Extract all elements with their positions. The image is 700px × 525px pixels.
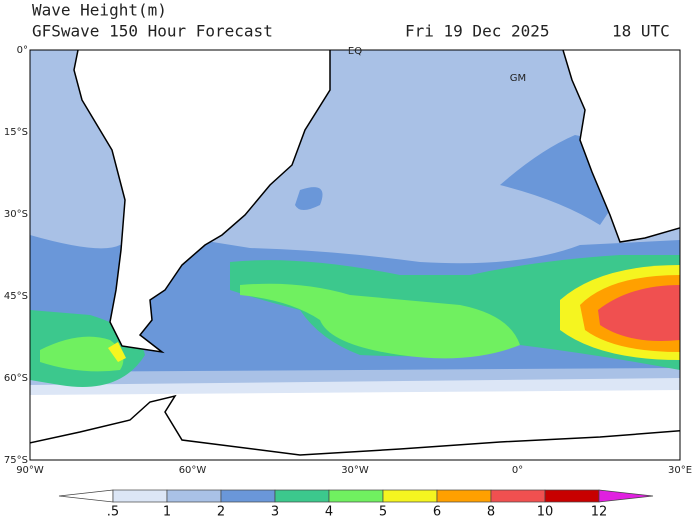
colorbar-cell bbox=[328, 489, 384, 503]
time: 18 UTC bbox=[612, 22, 670, 41]
wave-zone bbox=[295, 135, 610, 225]
colorbar-cell bbox=[490, 489, 546, 503]
colorbar-label: 10 bbox=[537, 505, 554, 520]
subtitle: GFSwave 150 Hour Forecast bbox=[32, 22, 273, 41]
lat-label: 60°S bbox=[4, 373, 28, 384]
colorbar-label: 3 bbox=[271, 505, 279, 520]
land bbox=[30, 394, 680, 460]
map-frame bbox=[29, 49, 681, 461]
colorbar-label: 1 bbox=[163, 505, 171, 520]
wave-zone bbox=[108, 342, 126, 362]
wave-zone bbox=[240, 283, 520, 359]
colorbar-cell bbox=[544, 489, 600, 503]
lon-label: 30°E bbox=[668, 465, 692, 476]
lon-label: 60°W bbox=[179, 465, 207, 476]
lat-label: 30°S bbox=[4, 209, 28, 220]
colorbar-label: 6 bbox=[433, 505, 441, 520]
colorbar-cell bbox=[166, 489, 222, 503]
land bbox=[73, 50, 331, 354]
colorbar-label: 8 bbox=[487, 505, 495, 520]
colorbar-label: 2 bbox=[217, 505, 225, 520]
colorbar-cell bbox=[220, 489, 276, 503]
date: Fri 19 Dec 2025 bbox=[405, 22, 550, 41]
colorbar-label: 4 bbox=[325, 505, 333, 520]
lon-label: 0° bbox=[512, 465, 523, 476]
title: Wave Height(m) bbox=[32, 1, 167, 20]
lat-label: 45°S bbox=[4, 291, 28, 302]
place-label: EQ bbox=[348, 46, 362, 57]
colorbar-cell bbox=[382, 489, 438, 503]
lat-label: 15°S bbox=[4, 127, 28, 138]
wave-zone bbox=[598, 285, 680, 341]
lat-label: 75°S bbox=[4, 455, 28, 466]
lon-label: 30°W bbox=[341, 465, 369, 476]
colorbar-label: .5 bbox=[107, 505, 119, 520]
colorbar-cell bbox=[436, 489, 492, 503]
wave-zone bbox=[40, 336, 124, 372]
lon-label: 90°W bbox=[16, 465, 44, 476]
map: EQ GM bbox=[29, 46, 681, 461]
lat-label: 0° bbox=[17, 45, 28, 56]
colorbar-cell bbox=[598, 489, 654, 503]
place-label: GM bbox=[510, 73, 526, 84]
colorbar-label: 12 bbox=[591, 505, 608, 520]
colorbar-cell bbox=[112, 489, 168, 503]
colorbar-label: 5 bbox=[379, 505, 387, 520]
colorbar-cell bbox=[274, 489, 330, 503]
colorbar-cell bbox=[58, 489, 114, 503]
land bbox=[562, 50, 680, 243]
